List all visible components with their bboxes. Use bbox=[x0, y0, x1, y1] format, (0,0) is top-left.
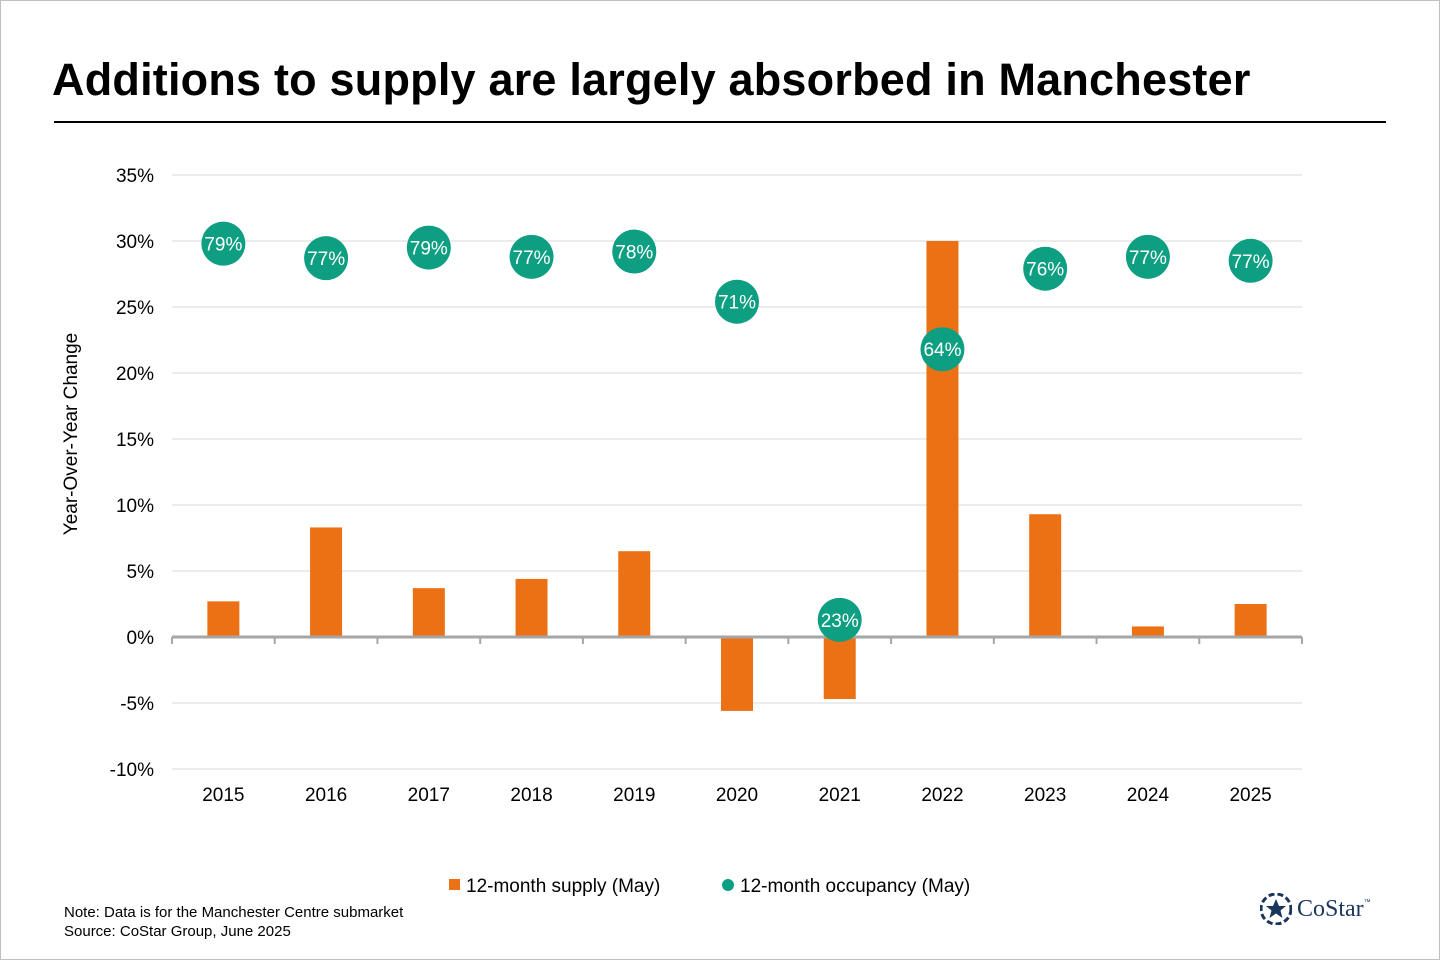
occupancy-marker bbox=[1023, 246, 1068, 291]
note-line: Note: Data is for the Manchester Centre … bbox=[64, 904, 404, 921]
occupancy-data-label: 79% bbox=[204, 235, 242, 256]
source-line: Source: CoStar Group, June 2025 bbox=[64, 923, 291, 940]
occupancy-data-label: 23% bbox=[821, 611, 859, 632]
supply-bar bbox=[926, 241, 959, 637]
occupancy-marker bbox=[304, 236, 349, 281]
logo-text: CoStar bbox=[1297, 895, 1364, 922]
y-tick-label: 15% bbox=[116, 430, 154, 451]
occupancy-data-label: 71% bbox=[718, 293, 756, 314]
x-tick-label: 2021 bbox=[819, 785, 861, 806]
x-tick-label: 2018 bbox=[510, 785, 552, 806]
supply-bar bbox=[721, 637, 753, 711]
chart-title: Additions to supply are largely absorbed… bbox=[52, 54, 1251, 105]
occupancy-marker bbox=[201, 221, 246, 266]
occupancy-marker bbox=[1228, 238, 1273, 283]
logo-trademark: ™ bbox=[1363, 899, 1371, 906]
occupancy-data-label: 78% bbox=[615, 243, 653, 264]
legend-occupancy-swatch bbox=[722, 879, 734, 891]
supply-bar bbox=[1029, 514, 1062, 637]
occupancy-data-label: 77% bbox=[1129, 248, 1167, 269]
y-tick-label: 5% bbox=[127, 562, 155, 583]
y-tick-label: 20% bbox=[116, 364, 154, 385]
x-tick-label: 2022 bbox=[921, 785, 963, 806]
axis-labels: 35% 30% 25% 20% 15% 10% 5% 0% -5% -10% 2015 2016 201… bbox=[110, 166, 1272, 806]
legend-supply-swatch bbox=[449, 879, 460, 890]
supply-bar bbox=[618, 551, 651, 637]
zero-axis bbox=[171, 635, 1303, 644]
occupancy-marker bbox=[509, 234, 554, 279]
supply-bar bbox=[515, 578, 548, 637]
occupancy-data-label: 77% bbox=[307, 249, 345, 270]
supply-bar bbox=[207, 601, 240, 637]
title-rule bbox=[54, 121, 1386, 123]
occupancy-marker bbox=[715, 279, 759, 324]
occupancy-data-label: 76% bbox=[1026, 260, 1064, 281]
supply-bar bbox=[1131, 626, 1164, 637]
supply-bar bbox=[1234, 604, 1267, 637]
x-tick-label: 2019 bbox=[613, 785, 655, 806]
y-tick-label: 10% bbox=[116, 496, 154, 517]
y-tick-label: -10% bbox=[110, 760, 154, 781]
occupancy-data-label: 77% bbox=[513, 248, 551, 269]
y-tick-label: 0% bbox=[127, 628, 155, 649]
legend: 12-month supply (May) 12-month occupancy… bbox=[449, 876, 970, 897]
y-tick-label: 30% bbox=[116, 232, 154, 253]
chart-note: Note: Data is for the Manchester Centre … bbox=[64, 903, 403, 941]
legend-supply-label: 12-month supply (May) bbox=[466, 876, 660, 897]
supply-bars bbox=[207, 241, 1267, 711]
occupancy-marker bbox=[406, 225, 451, 270]
grid-lines bbox=[172, 174, 1302, 770]
x-tick-label: 2025 bbox=[1229, 785, 1271, 806]
y-tick-label: 25% bbox=[116, 298, 154, 319]
occupancy-data-label: 79% bbox=[410, 239, 448, 260]
x-tick-label: 2015 bbox=[202, 785, 244, 806]
occupancy-marker bbox=[817, 597, 862, 642]
y-tick-label: 35% bbox=[116, 166, 154, 187]
x-tick-label: 2024 bbox=[1127, 785, 1170, 806]
occupancy-marker bbox=[612, 229, 657, 274]
occupancy-marker bbox=[1125, 234, 1170, 279]
occupancy-data-label: 77% bbox=[1232, 252, 1270, 273]
supply-bar bbox=[823, 637, 856, 700]
occupancy-data-label: 64% bbox=[923, 340, 961, 361]
occupancy-markers: 79% 77% 79% 77% 78% 71% 23% 64% 76% 77% 77% bbox=[201, 221, 1273, 642]
y-axis-label: Year-Over-Year Change bbox=[61, 333, 82, 535]
costar-logo: CoStar ™ bbox=[1260, 893, 1371, 925]
occupancy-marker bbox=[920, 327, 965, 372]
costar-star-icon bbox=[1260, 893, 1292, 925]
x-tick-label: 2023 bbox=[1024, 785, 1066, 806]
x-tick-label: 2017 bbox=[408, 785, 450, 806]
y-tick-label: -5% bbox=[120, 694, 154, 715]
supply-bar bbox=[310, 527, 343, 637]
legend-occupancy-label: 12-month occupancy (May) bbox=[740, 876, 970, 897]
x-tick-label: 2020 bbox=[716, 785, 758, 806]
supply-bar bbox=[412, 588, 445, 637]
x-tick-label: 2016 bbox=[305, 785, 347, 806]
